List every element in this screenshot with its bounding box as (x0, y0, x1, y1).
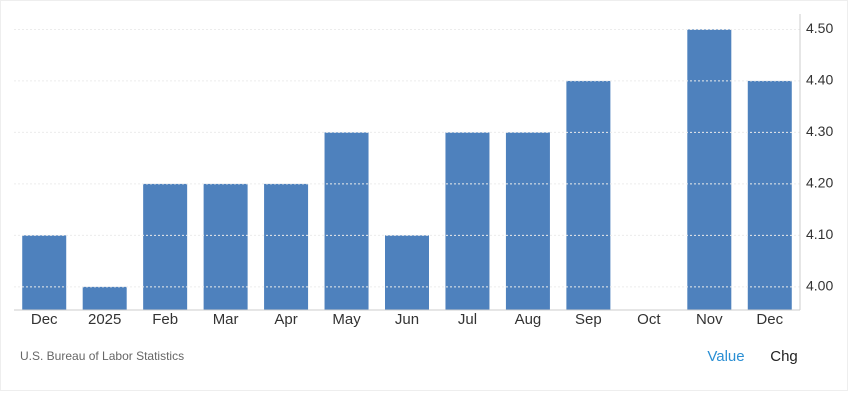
bar (324, 132, 369, 310)
y-tick-label: 4.10 (806, 226, 833, 242)
x-tick-label: Feb (152, 311, 178, 328)
bar (82, 286, 127, 310)
x-tick-label: Dec (756, 311, 783, 328)
y-tick-label: 4.50 (806, 20, 833, 36)
source: U.S. Bureau of Labor Statistics (20, 349, 184, 363)
x-tick-label: Jul (458, 311, 477, 328)
bar (22, 235, 67, 310)
bar (264, 183, 309, 310)
x-tick-label: Apr (274, 311, 297, 328)
x-tick-label: May (332, 311, 361, 328)
bar (505, 132, 550, 310)
bar (203, 183, 248, 310)
y-tick-label: 4.00 (806, 278, 833, 294)
x-tick-label: Mar (213, 311, 239, 328)
x-tick-label: Nov (696, 311, 723, 328)
x-tick-label: Aug (515, 311, 542, 328)
chart-frame (0, 0, 848, 391)
bar (385, 235, 429, 310)
x-tick-label: Jun (395, 311, 419, 328)
y-tick-label: 4.40 (806, 72, 833, 88)
bar (747, 80, 792, 310)
x-tick-label: Oct (637, 311, 661, 328)
bar (143, 183, 188, 310)
y-tick-label: 4.20 (806, 175, 833, 191)
bar (566, 80, 611, 310)
bar (687, 29, 732, 310)
x-tick-label: Dec (31, 311, 58, 328)
x-tick-label: Sep (575, 311, 602, 328)
value-tab[interactable]: Value (707, 348, 744, 365)
y-tick-label: 4.30 (806, 123, 833, 139)
bar (445, 132, 490, 310)
chg-tab[interactable]: Chg (770, 348, 798, 365)
x-tick-label: 2025 (88, 311, 121, 328)
